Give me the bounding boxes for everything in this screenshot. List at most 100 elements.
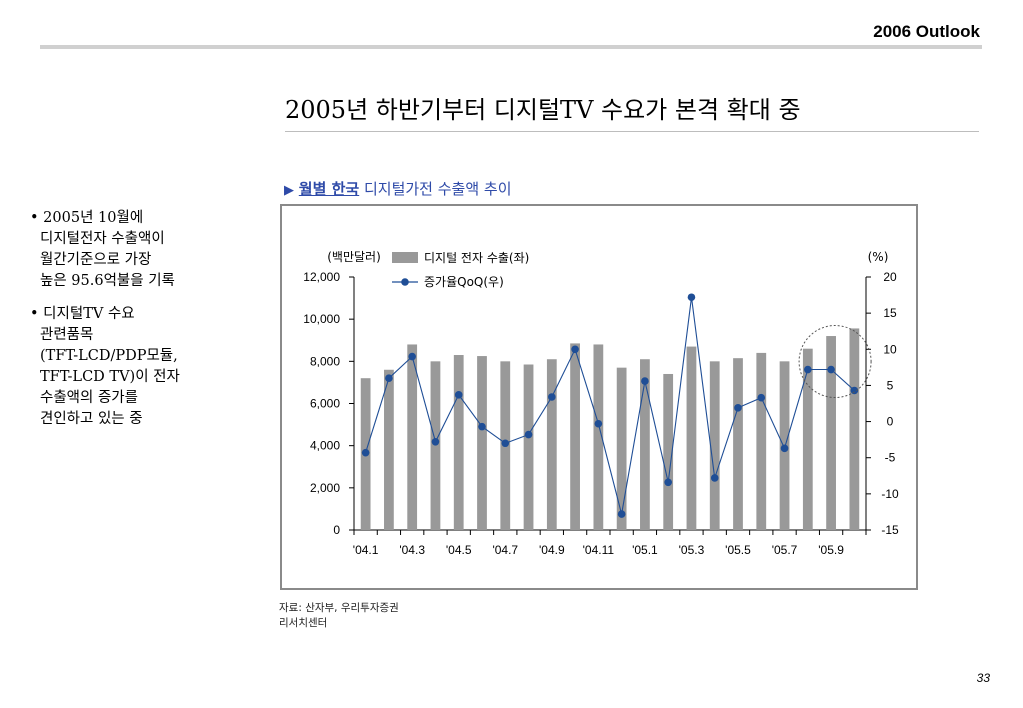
point-qoq-growth — [827, 365, 835, 374]
left-axis-tick-label: 2,000 — [310, 481, 340, 495]
right-axis-tick-label: 10 — [883, 342, 897, 356]
left-axis-unit: (백만달러) — [327, 250, 381, 264]
x-axis-tick-label: '05.7 — [772, 543, 798, 557]
bullet-line: 수출액의 증가를 — [40, 390, 138, 406]
point-qoq-growth — [478, 422, 486, 431]
bar-digital-export — [663, 373, 674, 530]
point-qoq-growth — [385, 374, 393, 382]
legend-label-line: 증가율QoQ(우) — [424, 275, 504, 289]
bullet-line: • 2005년 10월에 — [30, 210, 144, 226]
point-qoq-growth — [431, 438, 440, 446]
right-axis-tick-label: -15 — [881, 523, 899, 537]
page-number: 33 — [976, 671, 990, 685]
right-axis-tick-label: 15 — [883, 306, 897, 320]
point-qoq-growth — [617, 510, 626, 518]
bar-digital-export — [756, 352, 767, 530]
bullet-line: 월간기준으로 가장 — [40, 252, 152, 268]
bar-digital-export — [826, 336, 836, 530]
point-qoq-growth — [454, 391, 463, 399]
bullet-item: • 2005년 10월에 디지털전자 수출액이 월간기준으로 가장 높은 95.… — [30, 208, 265, 292]
subtitle-bold: 월별 한국 — [298, 180, 360, 198]
right-axis-tick-label: 0 — [887, 415, 894, 429]
point-qoq-growth — [594, 419, 603, 428]
right-axis-tick-label: 20 — [883, 270, 897, 284]
triangle-marker-icon: ▶ — [284, 183, 294, 198]
header-rule — [40, 45, 982, 49]
right-axis-tick-label: -10 — [881, 487, 899, 501]
bar-digital-export — [570, 343, 580, 530]
legend-swatch-bar — [392, 252, 418, 263]
bar-digital-export — [849, 328, 860, 530]
chart-subtitle: ▶ 월별 한국 디지털가전 수출액 추이 — [284, 178, 512, 199]
point-qoq-growth — [687, 293, 696, 302]
point-qoq-growth — [408, 352, 416, 361]
x-axis-tick-label: '04.11 — [583, 543, 615, 557]
point-qoq-growth — [361, 448, 370, 457]
left-axis-tick-label: 6,000 — [310, 397, 340, 411]
bullet-line: (TFT-LCD/PDP모듈, — [40, 348, 178, 364]
bar-digital-export — [709, 361, 720, 530]
bullet-line: TFT-LCD TV)이 전자 — [40, 369, 180, 385]
x-axis-tick-label: '04.5 — [446, 543, 472, 557]
bullet-text: 디지털TV 수요 — [43, 306, 135, 322]
bullet-item: • 디지털TV 수요 관련품목 (TFT-LCD/PDP모듈, TFT-LCD … — [30, 304, 265, 430]
page-title: 2005년 하반기부터 디지털TV 수요가 본격 확대 중 — [285, 96, 801, 124]
point-qoq-growth — [734, 404, 742, 412]
point-qoq-growth — [524, 430, 533, 439]
point-qoq-growth — [548, 393, 556, 401]
point-qoq-growth — [501, 439, 510, 448]
bullet-list: • 2005년 10월에 디지털전자 수출액이 월간기준으로 가장 높은 95.… — [30, 208, 265, 442]
bar-digital-export — [616, 367, 627, 530]
bullet-line: • 디지털TV 수요 — [30, 306, 135, 322]
bar-digital-export — [593, 344, 604, 530]
highlight-circle — [798, 325, 872, 399]
x-axis-tick-label: '04.9 — [539, 543, 565, 557]
bullet-line: 관련품목 — [40, 327, 94, 343]
x-axis-tick-label: '04.1 — [353, 543, 379, 557]
legend-label-bar: 디지털 전자 수출(좌) — [424, 251, 529, 265]
bullet-text: 2005년 10월에 — [43, 210, 144, 226]
x-axis-tick-label: '05.5 — [725, 543, 751, 557]
right-axis-tick-label: 5 — [887, 378, 894, 392]
bar-digital-export — [384, 369, 394, 530]
point-qoq-growth — [641, 377, 649, 385]
chart-frame — [280, 204, 918, 590]
source-note: 자료: 산자부, 우리투자증권 리서치센터 — [279, 601, 399, 631]
left-axis-tick-label: 0 — [333, 523, 340, 537]
line-qoq-growth — [365, 297, 855, 515]
left-axis-tick-label: 8,000 — [310, 354, 340, 368]
right-axis-unit: (%) — [868, 250, 889, 264]
point-qoq-growth — [710, 474, 719, 482]
x-axis-tick-label: '05.3 — [679, 543, 705, 557]
x-axis-tick-label: '05.1 — [632, 543, 658, 557]
point-qoq-growth — [757, 393, 766, 402]
bullet-line: 디지털전자 수출액이 — [40, 231, 165, 247]
x-axis-tick-label: '04.7 — [492, 543, 518, 557]
title-rule — [285, 131, 979, 132]
source-line: 리서치센터 — [279, 617, 328, 629]
bar-digital-export — [733, 358, 743, 530]
legend-swatch-marker — [401, 278, 409, 286]
bullet-line: 높은 95.6억불을 기록 — [40, 273, 175, 289]
point-qoq-growth — [664, 478, 672, 487]
export-chart: 0 2,000 4,000 6,000 8,000 10,000 12,000 -15 -10 -… — [303, 250, 899, 557]
point-qoq-growth — [780, 444, 789, 453]
bullet-line: 견인하고 있는 중 — [40, 411, 143, 427]
bar-digital-export — [430, 361, 441, 530]
point-qoq-growth — [804, 365, 812, 374]
bar-digital-export — [640, 359, 650, 530]
bar-digital-export — [523, 364, 534, 530]
x-axis-tick-label: '05.9 — [818, 543, 844, 557]
bar-digital-export — [546, 359, 557, 530]
left-axis-tick-label: 10,000 — [303, 312, 340, 326]
left-axis-tick-label: 4,000 — [310, 439, 340, 453]
point-qoq-growth — [571, 345, 579, 354]
point-qoq-growth — [850, 386, 859, 395]
header-label: 2006 Outlook — [873, 22, 980, 41]
x-axis-tick-label: '04.3 — [399, 543, 425, 557]
left-axis-tick-label: 12,000 — [303, 270, 340, 284]
subtitle-rest: 디지털가전 수출액 추이 — [359, 180, 512, 198]
bar-digital-export — [407, 344, 418, 530]
right-axis-tick-label: -5 — [885, 451, 896, 465]
bar-digital-export — [686, 346, 697, 530]
